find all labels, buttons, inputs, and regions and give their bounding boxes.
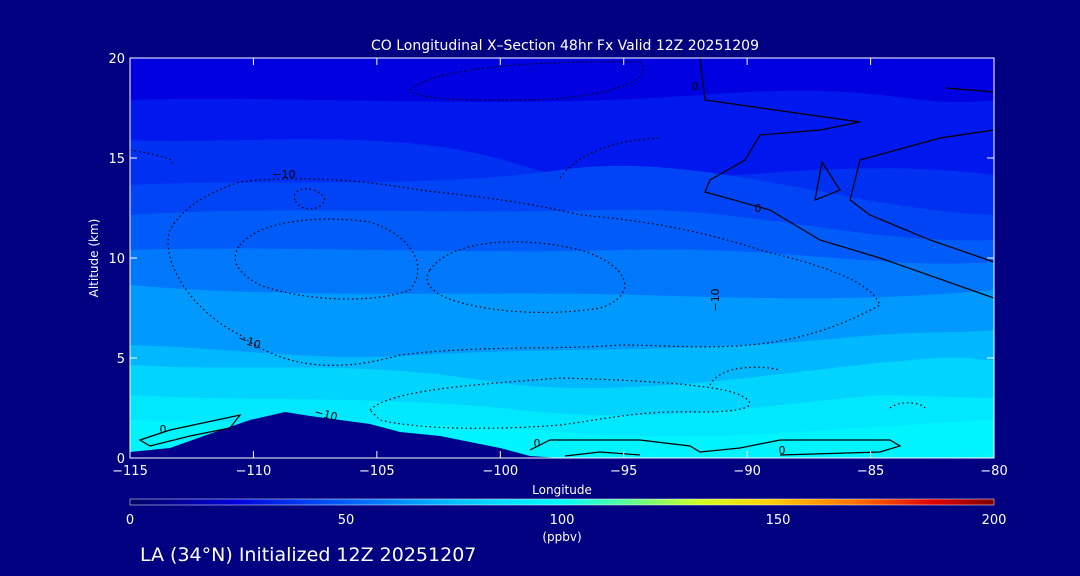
colorbar-tick-label: 0 <box>126 513 134 528</box>
y-tick-label: 20 <box>108 52 125 67</box>
x-tick-label: −105 <box>359 464 395 479</box>
contour-zero-spike <box>814 160 841 201</box>
contour-label: −10 <box>709 288 722 311</box>
colorbar-tick-label: 50 <box>338 513 355 528</box>
contour-label: −10 <box>313 405 339 424</box>
y-tick-label: 0 <box>117 452 125 467</box>
contour-neg-10-inner <box>234 218 419 300</box>
y-tick-label: 15 <box>108 152 125 167</box>
contour-label: 0 <box>779 444 786 457</box>
contour-lines <box>138 58 994 457</box>
x-tick-label: −90 <box>733 464 760 479</box>
contour-zero-left <box>138 414 242 447</box>
x-axis: −115 −110 −105 −100 −95 −90 −85 −80 <box>112 58 1008 479</box>
contour-neg-10-small <box>294 188 326 210</box>
contour-zero-surface <box>529 439 902 456</box>
contour-label: −10 <box>272 168 295 181</box>
colorbar-ticks: 0 50 100 150 200 <box>126 513 1007 528</box>
colorbar <box>129 498 995 506</box>
contour-zero-upper <box>699 58 994 299</box>
colorbar-unit: (ppbv) <box>542 530 581 544</box>
x-tick-label: −80 <box>980 464 1007 479</box>
x-tick-label: −95 <box>610 464 637 479</box>
contour-negative <box>130 61 926 429</box>
colorbar-tick-label: 200 <box>982 513 1007 528</box>
colorbar-tick-label: 100 <box>550 513 575 528</box>
footer-caption: LA (34°N) Initialized 12Z 20251207 <box>140 544 476 566</box>
x-tick-label: −110 <box>236 464 272 479</box>
contour-label: 0 <box>534 437 541 450</box>
y-tick-label: 10 <box>108 252 125 267</box>
high-co-surface-plume <box>750 408 994 458</box>
terrain <box>130 412 560 458</box>
y-tick-label: 5 <box>117 352 125 367</box>
x-tick-label: −85 <box>857 464 884 479</box>
contour-neg-10-right <box>709 366 781 386</box>
colorbar-tick-label: 150 <box>766 513 791 528</box>
y-axis-label: Altitude (km) <box>87 219 101 298</box>
contour-zero-top-right <box>945 87 994 93</box>
x-tick-label: −115 <box>112 464 148 479</box>
contour-label: 0 <box>692 80 699 93</box>
chart-title: CO Longitudinal X–Section 48hr Fx Valid … <box>371 38 759 54</box>
contour-label: 0 <box>160 423 167 436</box>
concentration-field <box>130 58 994 458</box>
contour-zero-surface-2 <box>564 451 641 457</box>
x-tick-label: −100 <box>482 464 518 479</box>
contour-zero-upper-2 <box>849 129 994 263</box>
contour-label: 0 <box>755 202 762 215</box>
x-axis-label: Longitude <box>532 483 592 497</box>
y-axis: 0 5 10 15 20 <box>108 52 994 467</box>
contour-neg-10-outer <box>167 178 881 367</box>
